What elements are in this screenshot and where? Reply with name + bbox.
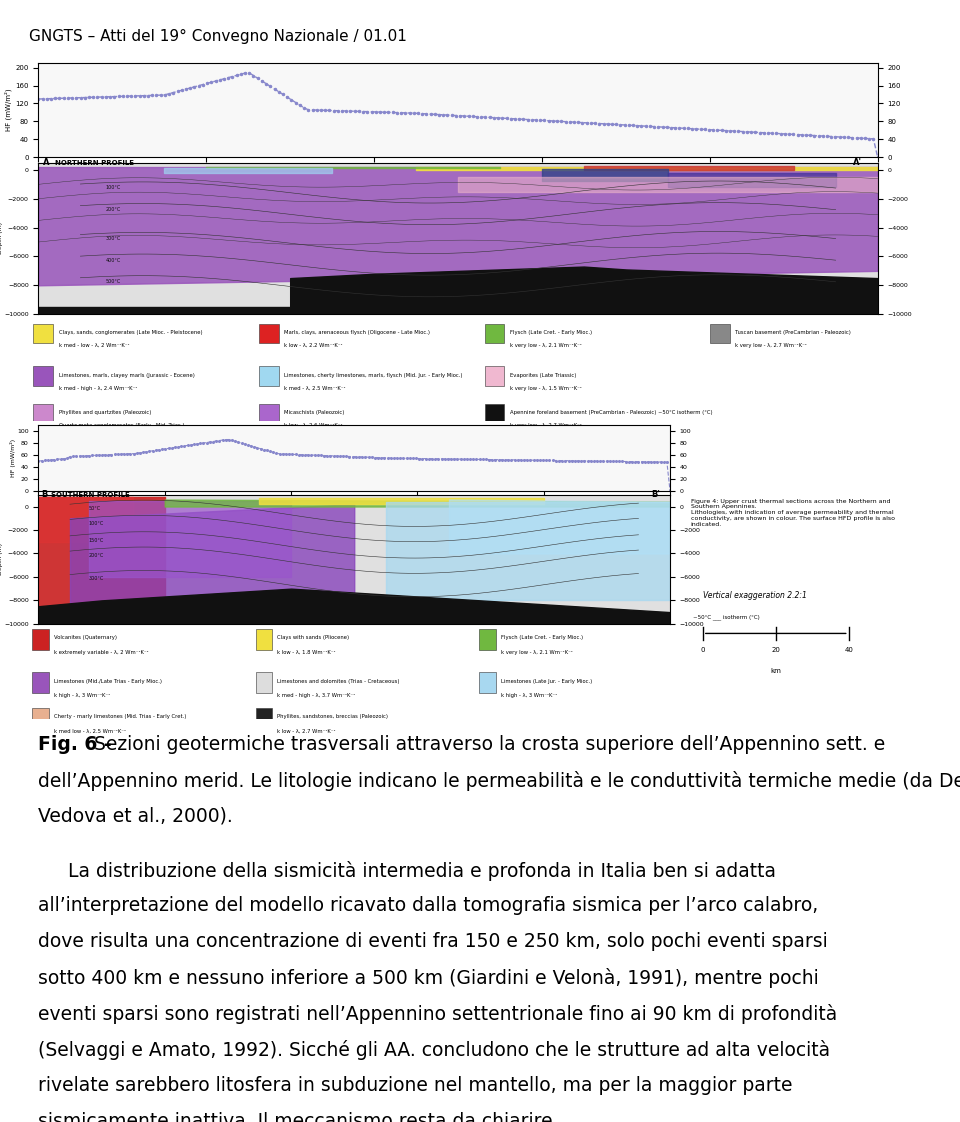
Text: dell’Appennino merid. Le litologie indicano le permeabilità e le conduttività te: dell’Appennino merid. Le litologie indic…	[38, 771, 960, 791]
Text: Limestones (Mid./Late Trias - Early Mioc.): Limestones (Mid./Late Trias - Early Mioc…	[54, 679, 162, 684]
Text: Evaporites (Late Triassic): Evaporites (Late Triassic)	[510, 373, 576, 378]
Text: 50°C: 50°C	[89, 506, 101, 511]
Text: Flysch (Late Cret. - Early Mioc.): Flysch (Late Cret. - Early Mioc.)	[510, 330, 592, 335]
Text: k very low - λ, 2.1 Wm⁻¹K⁻¹: k very low - λ, 2.1 Wm⁻¹K⁻¹	[500, 650, 572, 654]
Y-axis label: HF (mW/m²): HF (mW/m²)	[5, 89, 12, 131]
Text: Tuscan basement (PreCambrian - Paleozoic): Tuscan basement (PreCambrian - Paleozoic…	[735, 330, 852, 335]
Text: Limestones (Late Jur. - Early Mioc.): Limestones (Late Jur. - Early Mioc.)	[500, 679, 591, 684]
Text: Fig. 6 -: Fig. 6 -	[38, 735, 118, 754]
Text: Volcanites (Quaternary): Volcanites (Quaternary)	[54, 635, 117, 641]
Text: k very low - λ, 2.7 Wm⁻¹K⁻¹: k very low - λ, 2.7 Wm⁻¹K⁻¹	[735, 343, 807, 348]
Bar	[255, 708, 273, 729]
Text: k med - λ, 2.5 Wm⁻¹K⁻¹: k med - λ, 2.5 Wm⁻¹K⁻¹	[284, 386, 346, 390]
Text: 200°C: 200°C	[89, 553, 105, 558]
Text: Figure 4: Upper crust thermal sections across the Northern and
Southern Apennine: Figure 4: Upper crust thermal sections a…	[690, 498, 895, 527]
Text: (Selvaggi e Amato, 1992). Sicché gli AA. concludono che le strutture ad alta vel: (Selvaggi e Amato, 1992). Sicché gli AA.…	[38, 1040, 830, 1060]
Bar	[255, 628, 273, 650]
Text: all’interpretazione del modello ricavato dalla tomografia sismica per l’arco cal: all’interpretazione del modello ricavato…	[38, 896, 819, 916]
Text: k low - λ, 1.8 Wm⁻¹K⁻¹: k low - λ, 1.8 Wm⁻¹K⁻¹	[277, 650, 336, 654]
Text: 200°C: 200°C	[106, 208, 121, 212]
Text: 300°C: 300°C	[106, 236, 121, 241]
Text: k high - λ, 3 Wm⁻¹K⁻¹: k high - λ, 3 Wm⁻¹K⁻¹	[54, 693, 110, 699]
Text: 0: 0	[701, 646, 705, 653]
Text: k high - λ, 3 Wm⁻¹K⁻¹: k high - λ, 3 Wm⁻¹K⁻¹	[500, 693, 557, 699]
Text: 300°C: 300°C	[89, 577, 105, 581]
Text: Micaschists (Paleozoic): Micaschists (Paleozoic)	[284, 411, 345, 415]
Text: k low - λ, 4 Wm⁻¹K⁻¹: k low - λ, 4 Wm⁻¹K⁻¹	[59, 435, 112, 441]
Bar	[34, 367, 53, 386]
Bar	[34, 404, 53, 423]
Text: Marls, clays, arenaceous flysch (Oligocene - Late Mioc.): Marls, clays, arenaceous flysch (Oligoce…	[284, 330, 430, 335]
Text: rivelate sarebbero litosfera in subduzione nel mantello, ma per la maggior parte: rivelate sarebbero litosfera in subduzio…	[38, 1076, 793, 1095]
Text: k low - λ, 2.7 Wm⁻¹K⁻¹: k low - λ, 2.7 Wm⁻¹K⁻¹	[277, 729, 336, 734]
Text: NORTHERN PROFILE: NORTHERN PROFILE	[55, 159, 134, 166]
Bar	[33, 708, 49, 729]
Text: 500°C: 500°C	[106, 279, 121, 284]
Text: dove risulta una concentrazione di eventi fra 150 e 250 km, solo pochi eventi sp: dove risulta una concentrazione di event…	[38, 932, 828, 951]
Text: k low - λ, 2.2 Wm⁻¹K⁻¹: k low - λ, 2.2 Wm⁻¹K⁻¹	[284, 343, 343, 348]
Text: k very low - λ, 2.1 Wm⁻¹K⁻¹: k very low - λ, 2.1 Wm⁻¹K⁻¹	[510, 343, 582, 348]
Text: 100°C: 100°C	[89, 522, 105, 526]
Text: A: A	[42, 158, 49, 167]
Bar	[255, 672, 273, 693]
Bar	[479, 628, 495, 650]
Text: 40: 40	[844, 646, 853, 653]
Text: sotto 400 km e nessuno inferiore a 500 km (Giardini e Velonà, 1991), mentre poch: sotto 400 km e nessuno inferiore a 500 k…	[38, 968, 819, 988]
Text: k med low - λ, 2.5 Wm⁻¹K⁻¹: k med low - λ, 2.5 Wm⁻¹K⁻¹	[54, 729, 126, 734]
Text: B': B'	[651, 490, 660, 499]
Text: Limestones, cherty limestones, marls, flysch (Mid. Jur. - Early Mioc.): Limestones, cherty limestones, marls, fl…	[284, 373, 463, 378]
Text: ~50°C ___ isotherm (°C): ~50°C ___ isotherm (°C)	[693, 614, 760, 620]
Text: B: B	[41, 490, 48, 499]
Text: Cherty - marly limestones (Mid. Trias - Early Cret.): Cherty - marly limestones (Mid. Trias - …	[54, 715, 186, 719]
Text: La distribuzione della sismicità intermedia e profonda in Italia ben si adatta: La distribuzione della sismicità interme…	[38, 861, 777, 881]
Text: sismicamente inattiva. Il meccanismo resta da chiarire.: sismicamente inattiva. Il meccanismo res…	[38, 1112, 559, 1122]
Text: Apennine foreland basement (PreCambrian - Paleozoic) ~50°C isotherm (°C): Apennine foreland basement (PreCambrian …	[510, 411, 712, 415]
Bar	[485, 404, 504, 423]
Text: SOUTHERN PROFILE: SOUTHERN PROFILE	[51, 493, 130, 498]
Text: Vertical exaggeration 2.2:1: Vertical exaggeration 2.2:1	[703, 590, 806, 599]
Text: Clays, sands, conglomerates (Late Mioc. - Pleistocene): Clays, sands, conglomerates (Late Mioc. …	[59, 330, 203, 335]
Y-axis label: Depth (m): Depth (m)	[0, 543, 3, 576]
Text: k extremely variable - λ, 2 Wm⁻¹K⁻¹: k extremely variable - λ, 2 Wm⁻¹K⁻¹	[54, 650, 149, 654]
Text: k med - low - λ, 2 Wm⁻¹K⁻¹: k med - low - λ, 2 Wm⁻¹K⁻¹	[59, 343, 129, 348]
Text: k low - λ, 2.6 Wm⁻¹K⁻¹: k low - λ, 2.6 Wm⁻¹K⁻¹	[284, 423, 343, 427]
Bar	[259, 404, 278, 423]
Text: Sezioni geotermiche trasversali attraverso la crosta superiore dell’Appennino se: Sezioni geotermiche trasversali attraver…	[94, 735, 885, 754]
Text: GNGTS – Atti del 19° Convegno Nazionale / 01.01: GNGTS – Atti del 19° Convegno Nazionale …	[29, 29, 407, 44]
Text: A': A'	[852, 158, 861, 167]
Text: eventi sparsi sono registrati nell’Appennino settentrionale fino ai 90 km di pro: eventi sparsi sono registrati nell’Appen…	[38, 1004, 838, 1024]
Bar	[485, 367, 504, 386]
Text: Limestones and dolomites (Trias - Cretaceous): Limestones and dolomites (Trias - Cretac…	[277, 679, 399, 684]
Y-axis label: Depth (m): Depth (m)	[0, 222, 3, 255]
Bar	[710, 324, 730, 343]
Text: k very low - λ, 1.5 Wm⁻¹K⁻¹: k very low - λ, 1.5 Wm⁻¹K⁻¹	[510, 386, 582, 390]
Text: k very low - λ, 2.7 Wm⁻¹K⁻¹: k very low - λ, 2.7 Wm⁻¹K⁻¹	[510, 423, 582, 427]
Text: Vedova et al., 2000).: Vedova et al., 2000).	[38, 807, 233, 826]
Bar	[259, 367, 278, 386]
Bar	[33, 672, 49, 693]
Text: Phyllites, sandstones, breccias (Paleozoic): Phyllites, sandstones, breccias (Paleozo…	[277, 715, 388, 719]
Bar	[479, 672, 495, 693]
Text: 400°C: 400°C	[106, 258, 121, 263]
Bar	[485, 324, 504, 343]
Text: Clays with sands (Pliocene): Clays with sands (Pliocene)	[277, 635, 349, 641]
Bar	[259, 324, 278, 343]
Text: 20: 20	[771, 646, 780, 653]
Text: km: km	[770, 669, 781, 674]
Text: Phyllites and quartzites (Paleozoic): Phyllites and quartzites (Paleozoic)	[59, 411, 151, 415]
Bar	[34, 324, 53, 343]
Text: 150°C: 150°C	[89, 537, 105, 543]
Text: Flysch (Late Cret. - Early Mioc.): Flysch (Late Cret. - Early Mioc.)	[500, 635, 583, 641]
Text: Limestones, marls, clayey marls (Jurassic - Eocene): Limestones, marls, clayey marls (Jurassi…	[59, 373, 195, 378]
Bar	[33, 628, 49, 650]
Text: 100°C: 100°C	[106, 185, 121, 191]
Text: k med - high - λ, 2.4 Wm⁻¹K⁻¹: k med - high - λ, 2.4 Wm⁻¹K⁻¹	[59, 386, 137, 390]
Text: k med - high - λ, 3.7 Wm⁻¹K⁻¹: k med - high - λ, 3.7 Wm⁻¹K⁻¹	[277, 693, 355, 699]
Text: Quartz meta-conglomerates (Early - Mid. Trias.): Quartz meta-conglomerates (Early - Mid. …	[59, 423, 184, 427]
Y-axis label: HF (mW/m²): HF (mW/m²)	[10, 439, 15, 477]
